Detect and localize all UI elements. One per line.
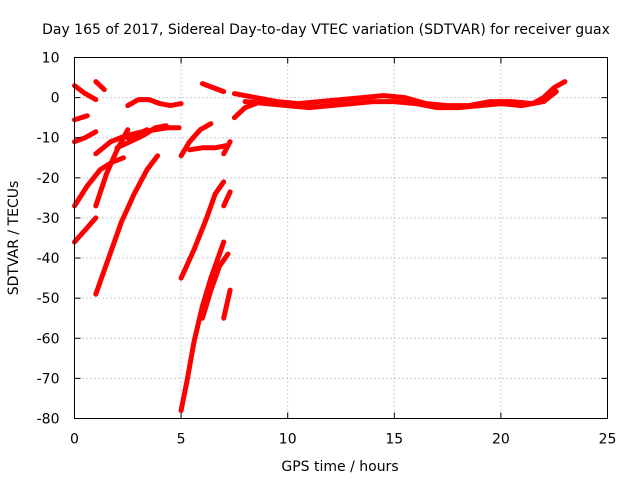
series-line-arc-1: [72, 83, 99, 103]
x-tick-label: 25: [599, 432, 617, 448]
series-line-arc-21: [199, 81, 227, 95]
series-line-arc-2: [93, 79, 107, 93]
y-tick-label: -20: [37, 171, 60, 187]
y-axis-label: SDTVAR / TECUs: [6, 181, 22, 296]
series-line-arc-10: [125, 127, 150, 141]
y-tick-label: 10: [42, 51, 60, 67]
series-line-arc-9: [114, 123, 169, 151]
grid: [74, 57, 608, 419]
y-tick-label: 0: [51, 91, 60, 107]
series-line-arc-18: [178, 239, 227, 413]
y-tick-label: -80: [37, 412, 60, 428]
series-line-arc-22: [231, 101, 259, 121]
series-line-arc-13: [178, 121, 214, 159]
series-line-arc-15: [221, 139, 233, 157]
y-tick-label: -70: [37, 371, 60, 387]
series-line-arc-17: [221, 189, 233, 209]
series-line-arc-14: [187, 143, 229, 153]
series-line-arc-6: [72, 215, 99, 245]
y-tick-label: -40: [37, 251, 60, 267]
series-line-arc-4: [72, 129, 99, 145]
x-tick-label: 5: [177, 432, 186, 448]
series-line-arc-11: [93, 153, 161, 297]
y-tick-label: -60: [37, 331, 60, 347]
y-tick-label: -10: [37, 131, 60, 147]
x-axis-label: GPS time / hours: [281, 459, 398, 475]
x-tick-label: 15: [385, 432, 403, 448]
series-line-arc-3: [72, 113, 90, 123]
series-line-arc-8: [93, 127, 131, 209]
series-line-arc-19: [199, 251, 231, 321]
x-tick-label: 10: [279, 432, 297, 448]
y-tick-label: -30: [37, 211, 60, 227]
x-tick-label: 0: [70, 432, 79, 448]
y-tick-label: -50: [37, 291, 60, 307]
chart-title: Day 165 of 2017, Sidereal Day-to-day VTE…: [42, 22, 610, 38]
plot-frame: [74, 57, 608, 419]
series-line-arc-16: [178, 179, 227, 281]
series-line-arc-24: [242, 89, 559, 111]
series-line-arc-12: [125, 97, 184, 109]
series-line-arc-20: [221, 287, 233, 321]
series-line-arc-5: [72, 155, 126, 209]
series-group: [72, 79, 568, 413]
ticks: 0 5 10 15 20 25 10 0 -10 -20 -30 -40 -50 -60 -70 -80: [37, 51, 617, 448]
x-tick-label: 20: [492, 432, 510, 448]
